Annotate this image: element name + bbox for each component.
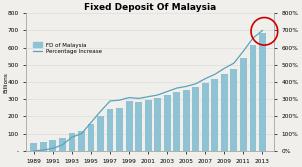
Bar xyxy=(154,98,161,151)
Y-axis label: Billions: Billions xyxy=(3,72,8,93)
Bar xyxy=(107,109,114,151)
Bar xyxy=(50,140,56,151)
Bar xyxy=(259,33,266,151)
Bar xyxy=(230,69,237,151)
Bar xyxy=(221,74,228,151)
Bar xyxy=(97,116,104,151)
Title: Fixed Deposit Of Malaysia: Fixed Deposit Of Malaysia xyxy=(84,4,216,13)
Bar xyxy=(116,108,123,151)
Bar xyxy=(78,131,85,151)
Bar xyxy=(40,142,47,151)
Bar xyxy=(69,133,76,151)
Bar xyxy=(59,138,66,151)
Bar xyxy=(31,143,37,151)
Bar xyxy=(135,102,142,151)
Bar xyxy=(249,45,256,151)
Bar xyxy=(211,79,218,151)
Bar xyxy=(164,95,171,151)
Bar xyxy=(202,83,209,151)
Bar xyxy=(183,90,190,151)
Legend: FD of Malaysia, Percentage Increase: FD of Malaysia, Percentage Increase xyxy=(31,41,104,56)
Bar xyxy=(88,124,95,151)
Bar xyxy=(240,58,247,151)
Bar xyxy=(173,92,180,151)
Bar xyxy=(192,87,199,151)
Bar xyxy=(145,100,152,151)
Bar xyxy=(126,101,133,151)
